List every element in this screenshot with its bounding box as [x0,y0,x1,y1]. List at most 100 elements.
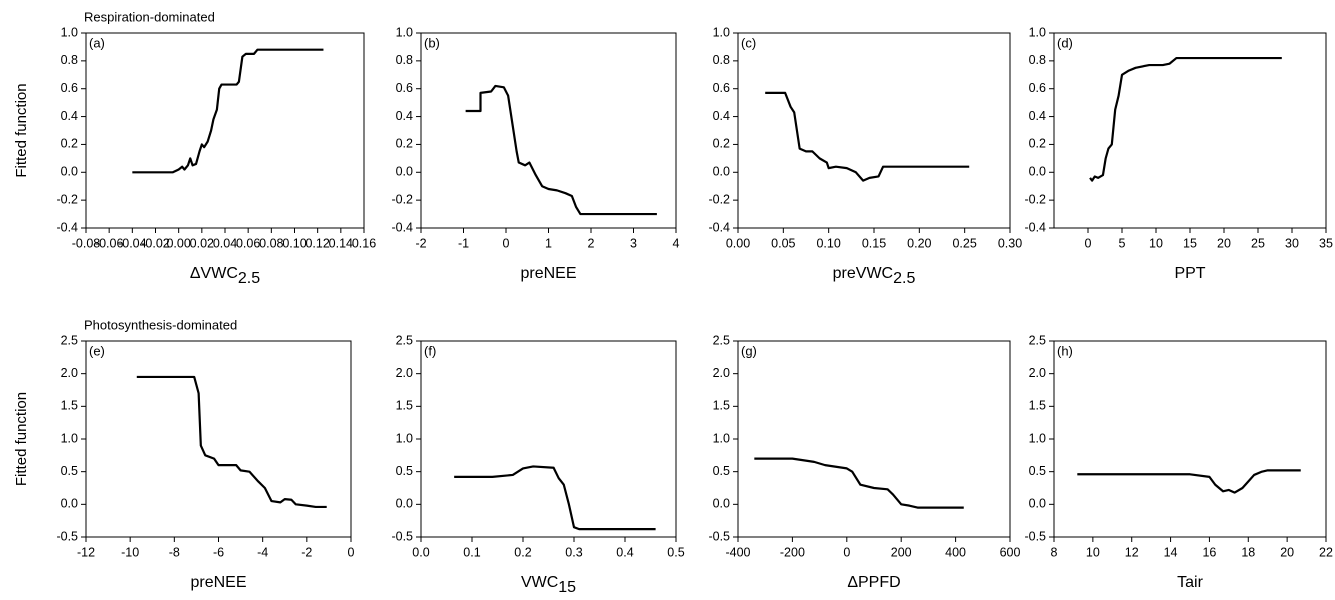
x-tick-label: 0.2 [514,545,531,559]
x-tick-label: 12 [1125,545,1139,559]
x-tick-label: 0 [1085,236,1092,250]
x-axis-label-main: ΔVWC [190,265,238,282]
x-tick-label: 16 [1202,545,1216,559]
y-tick-label: 0.8 [61,53,78,67]
panel-label: (b) [424,35,440,50]
x-tick-label: 0.04 [213,236,237,250]
x-tick-label: -2 [301,545,312,559]
x-axis-label: VWC15 [521,574,576,596]
x-axis-label: preVWC2.5 [833,265,916,287]
data-line [765,91,970,182]
x-axis-label: preNEE [190,574,246,591]
y-tick-label: 0.5 [61,464,78,478]
panel-label: (a) [89,35,105,50]
y-tick-label: 0.6 [61,81,78,95]
plot-frame [420,340,677,538]
y-tick-label: 2.0 [713,366,730,380]
data-line [136,375,327,509]
y-tick-label: 2.5 [713,333,730,347]
x-tick-label: 10 [1086,545,1100,559]
x-tick-label: 2 [588,236,595,250]
y-tick-label: 0.2 [1029,137,1046,151]
x-tick-label: 14 [1164,545,1178,559]
data-line [454,465,656,531]
x-tick-label: -200 [780,545,805,559]
y-tick-label: -0.5 [708,529,730,543]
y-tick-label: 0.5 [396,464,413,478]
y-axis-label: Fitted function [13,83,30,177]
x-tick-label: 0.3 [565,545,582,559]
y-tick-label: 0.2 [396,137,413,151]
x-axis-label: ΔVWC2.5 [190,265,260,287]
y-tick-label: 2.5 [396,333,413,347]
x-axis-label: PPT [1174,265,1205,282]
data-line [132,48,324,174]
x-tick-label: 0.00 [166,236,190,250]
y-tick-label: 0.0 [1029,497,1046,511]
panel: -0.4 -0.2 0.0 0.2 0.4 0.6 0.8 1.0 -2 -1 0 1 2 3 4 (b) pr… [391,25,679,282]
y-tick-label: 0.0 [61,165,78,179]
y-tick-label: 1.0 [713,25,730,39]
y-tick-label: -0.2 [391,192,413,206]
x-tick-label: -0.04 [118,236,147,250]
y-tick-label: -0.2 [56,192,78,206]
data-line [754,457,964,509]
x-tick-label: -0.02 [141,236,170,250]
y-tick-label: 0.5 [1029,464,1046,478]
x-axis-label-main: preVWC [833,265,893,282]
y-tick-label: -0.4 [56,220,78,234]
x-tick-label: -1 [458,236,469,250]
y-tick-label: 0.0 [61,497,78,511]
x-tick-label: 0.1 [463,545,480,559]
x-tick-label: 18 [1241,545,1255,559]
x-tick-label: 0 [843,545,850,559]
y-tick-label: 0.6 [1029,81,1046,95]
x-tick-label: 0.10 [282,236,306,250]
y-tick-label: 0.0 [713,497,730,511]
x-tick-label: 0.06 [236,236,260,250]
x-tick-label: 0.12 [305,236,329,250]
y-tick-label: 2.0 [396,366,413,380]
y-tick-label: 0.0 [1029,165,1046,179]
y-tick-label: 1.5 [61,399,78,413]
panel-label: (f) [424,343,436,358]
x-axis-label-main: ΔPPFD [847,574,900,591]
y-tick-label: 0.4 [1029,109,1046,123]
y-tick-label: 1.0 [1029,25,1046,39]
y-tick-label: 1.5 [713,399,730,413]
y-tick-label: 1.0 [713,431,730,445]
y-tick-label: -0.2 [708,192,730,206]
x-tick-label: 0 [348,545,355,559]
plot-frame [737,32,1011,229]
panel-label: (g) [741,343,757,358]
panel: -0.5 0.0 0.5 1.0 1.5 2.0 2.5 0.0 0.1 0.2 0.3 0.4 0.5… [391,333,684,596]
y-tick-label: 1.0 [396,431,413,445]
panel-label: (c) [741,35,756,50]
y-tick-label: -0.4 [391,220,413,234]
x-tick-label: 20 [1217,236,1231,250]
x-tick-label: -2 [415,236,426,250]
y-tick-label: 0.6 [713,81,730,95]
x-tick-label: 0.30 [998,236,1022,250]
x-axis-label-subscript: 2.5 [893,270,915,287]
plot-frame [85,32,365,229]
x-tick-label: 4 [673,236,680,250]
y-tick-label: 1.0 [61,431,78,445]
x-tick-label: 0.08 [259,236,283,250]
y-tick-label: -0.2 [1024,192,1046,206]
y-tick-label: -0.4 [1024,220,1046,234]
y-tick-label: 0.8 [396,53,413,67]
plot-frame [1053,32,1327,229]
y-tick-label: -0.5 [1024,529,1046,543]
x-tick-label: 8 [1051,545,1058,559]
panel: -0.5 0.0 0.5 1.0 1.5 2.0 2.5 8 10 12 14 16 18 20 22 (h)… [1024,333,1333,591]
x-tick-label: 600 [1000,545,1021,559]
x-tick-label: -12 [77,545,95,559]
x-tick-label: 1 [545,236,552,250]
y-tick-label: 0.6 [396,81,413,95]
y-tick-label: 1.0 [396,25,413,39]
y-tick-label: -0.5 [56,529,78,543]
x-tick-label: -0.08 [72,236,101,250]
panel: -0.5 0.0 0.5 1.0 1.5 2.0 2.5 -400 -200 0 200 400 600… [708,333,1020,591]
